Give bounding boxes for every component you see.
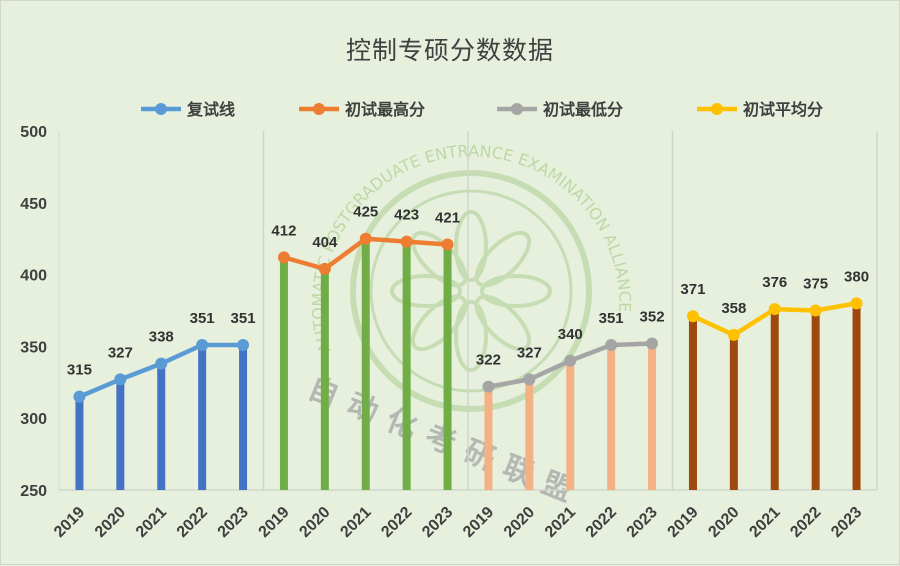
series-3: 322 327 340 351 352 (476, 309, 665, 490)
legend-label: 初试最低分 (543, 100, 623, 119)
y-tick-label: 450 (20, 196, 47, 213)
data-label: 358 (721, 300, 746, 317)
x-tick-label: 2021 (133, 504, 170, 541)
data-point[interactable] (850, 297, 863, 310)
data-label: 351 (231, 310, 256, 327)
data-label: 340 (558, 326, 583, 343)
y-tick-label: 250 (20, 483, 47, 500)
series-1: 315 327 338 351 351 (67, 310, 256, 490)
y-tick-label: 300 (20, 411, 47, 428)
data-label: 376 (762, 274, 787, 291)
data-point[interactable] (359, 232, 372, 245)
watermark: AUTOMATIC POSTGRADUATE ENTRANCE EXAMINAT… (303, 141, 635, 513)
data-label: 375 (803, 276, 828, 293)
data-label: 404 (312, 234, 338, 251)
x-tick-label: 2022 (174, 504, 211, 541)
legend-marker-icon (511, 103, 523, 115)
data-label: 322 (476, 352, 501, 369)
x-tick-label: 2019 (460, 504, 497, 541)
data-point[interactable] (237, 338, 250, 351)
data-point[interactable] (646, 337, 659, 350)
chart-title: 控制专硕分数数据 (345, 36, 554, 65)
legend-item-4[interactable]: 初试平均分 (697, 100, 823, 119)
x-tick-label: 2023 (828, 504, 865, 541)
y-tick-label: 400 (20, 268, 47, 285)
data-point[interactable] (564, 354, 577, 367)
series-4: 371 358 376 375 380 (680, 268, 869, 490)
data-point[interactable] (73, 390, 86, 403)
x-tick-label: 2019 (51, 504, 88, 541)
data-point[interactable] (318, 262, 331, 275)
legend-label: 初试最高分 (345, 100, 425, 119)
data-label: 352 (640, 309, 665, 326)
x-tick-label: 2019 (665, 504, 702, 541)
x-tick-label: 2021 (337, 504, 374, 541)
x-tick-label: 2021 (746, 504, 783, 541)
series-2: 412 404 425 423 421 (271, 204, 460, 490)
legend-marker-icon (155, 103, 167, 115)
data-label: 371 (680, 281, 705, 298)
y-tick-label: 500 (20, 124, 47, 141)
x-tick-label: 2023 (419, 504, 456, 541)
data-label: 421 (435, 209, 460, 226)
legend-label: 初试平均分 (743, 100, 823, 119)
legend-item-2[interactable]: 初试最高分 (299, 100, 425, 119)
data-point[interactable] (196, 338, 209, 351)
x-tick-label: 2020 (705, 504, 742, 541)
data-label: 380 (844, 268, 869, 285)
legend-label: 复试线 (186, 100, 235, 119)
data-label: 338 (149, 329, 174, 346)
legend-item-1[interactable]: 复试线 (141, 100, 235, 119)
x-tick-label: 2023 (215, 504, 252, 541)
x-tick-label: 2022 (378, 504, 415, 541)
data-point[interactable] (523, 373, 536, 386)
data-point[interactable] (605, 338, 618, 351)
x-tick-label: 2019 (256, 504, 293, 541)
data-point[interactable] (727, 328, 740, 341)
x-tick-label: 2022 (787, 504, 824, 541)
data-label: 327 (517, 344, 542, 361)
data-point[interactable] (768, 303, 781, 316)
data-point[interactable] (400, 235, 413, 248)
data-label: 423 (394, 207, 419, 224)
legend-item-3[interactable]: 初试最低分 (497, 100, 623, 119)
legend-marker-icon (313, 103, 325, 115)
data-label: 315 (67, 362, 92, 379)
data-point[interactable] (686, 310, 699, 323)
data-point[interactable] (809, 304, 822, 317)
x-tick-label: 2020 (296, 504, 333, 541)
data-label: 425 (353, 204, 378, 221)
data-label: 351 (599, 310, 624, 327)
data-point[interactable] (482, 380, 495, 393)
data-label: 412 (271, 222, 296, 239)
data-label: 351 (190, 310, 215, 327)
legend-marker-icon (711, 103, 723, 115)
data-point[interactable] (277, 251, 290, 264)
data-point[interactable] (114, 373, 127, 386)
x-tick-label: 2022 (583, 504, 620, 541)
data-label: 327 (108, 344, 133, 361)
x-tick-label: 2020 (501, 504, 538, 541)
data-point[interactable] (155, 357, 168, 370)
x-tick-label: 2023 (624, 504, 661, 541)
y-tick-label: 350 (20, 339, 47, 356)
data-point[interactable] (441, 238, 454, 251)
x-tick-label: 2020 (92, 504, 129, 541)
